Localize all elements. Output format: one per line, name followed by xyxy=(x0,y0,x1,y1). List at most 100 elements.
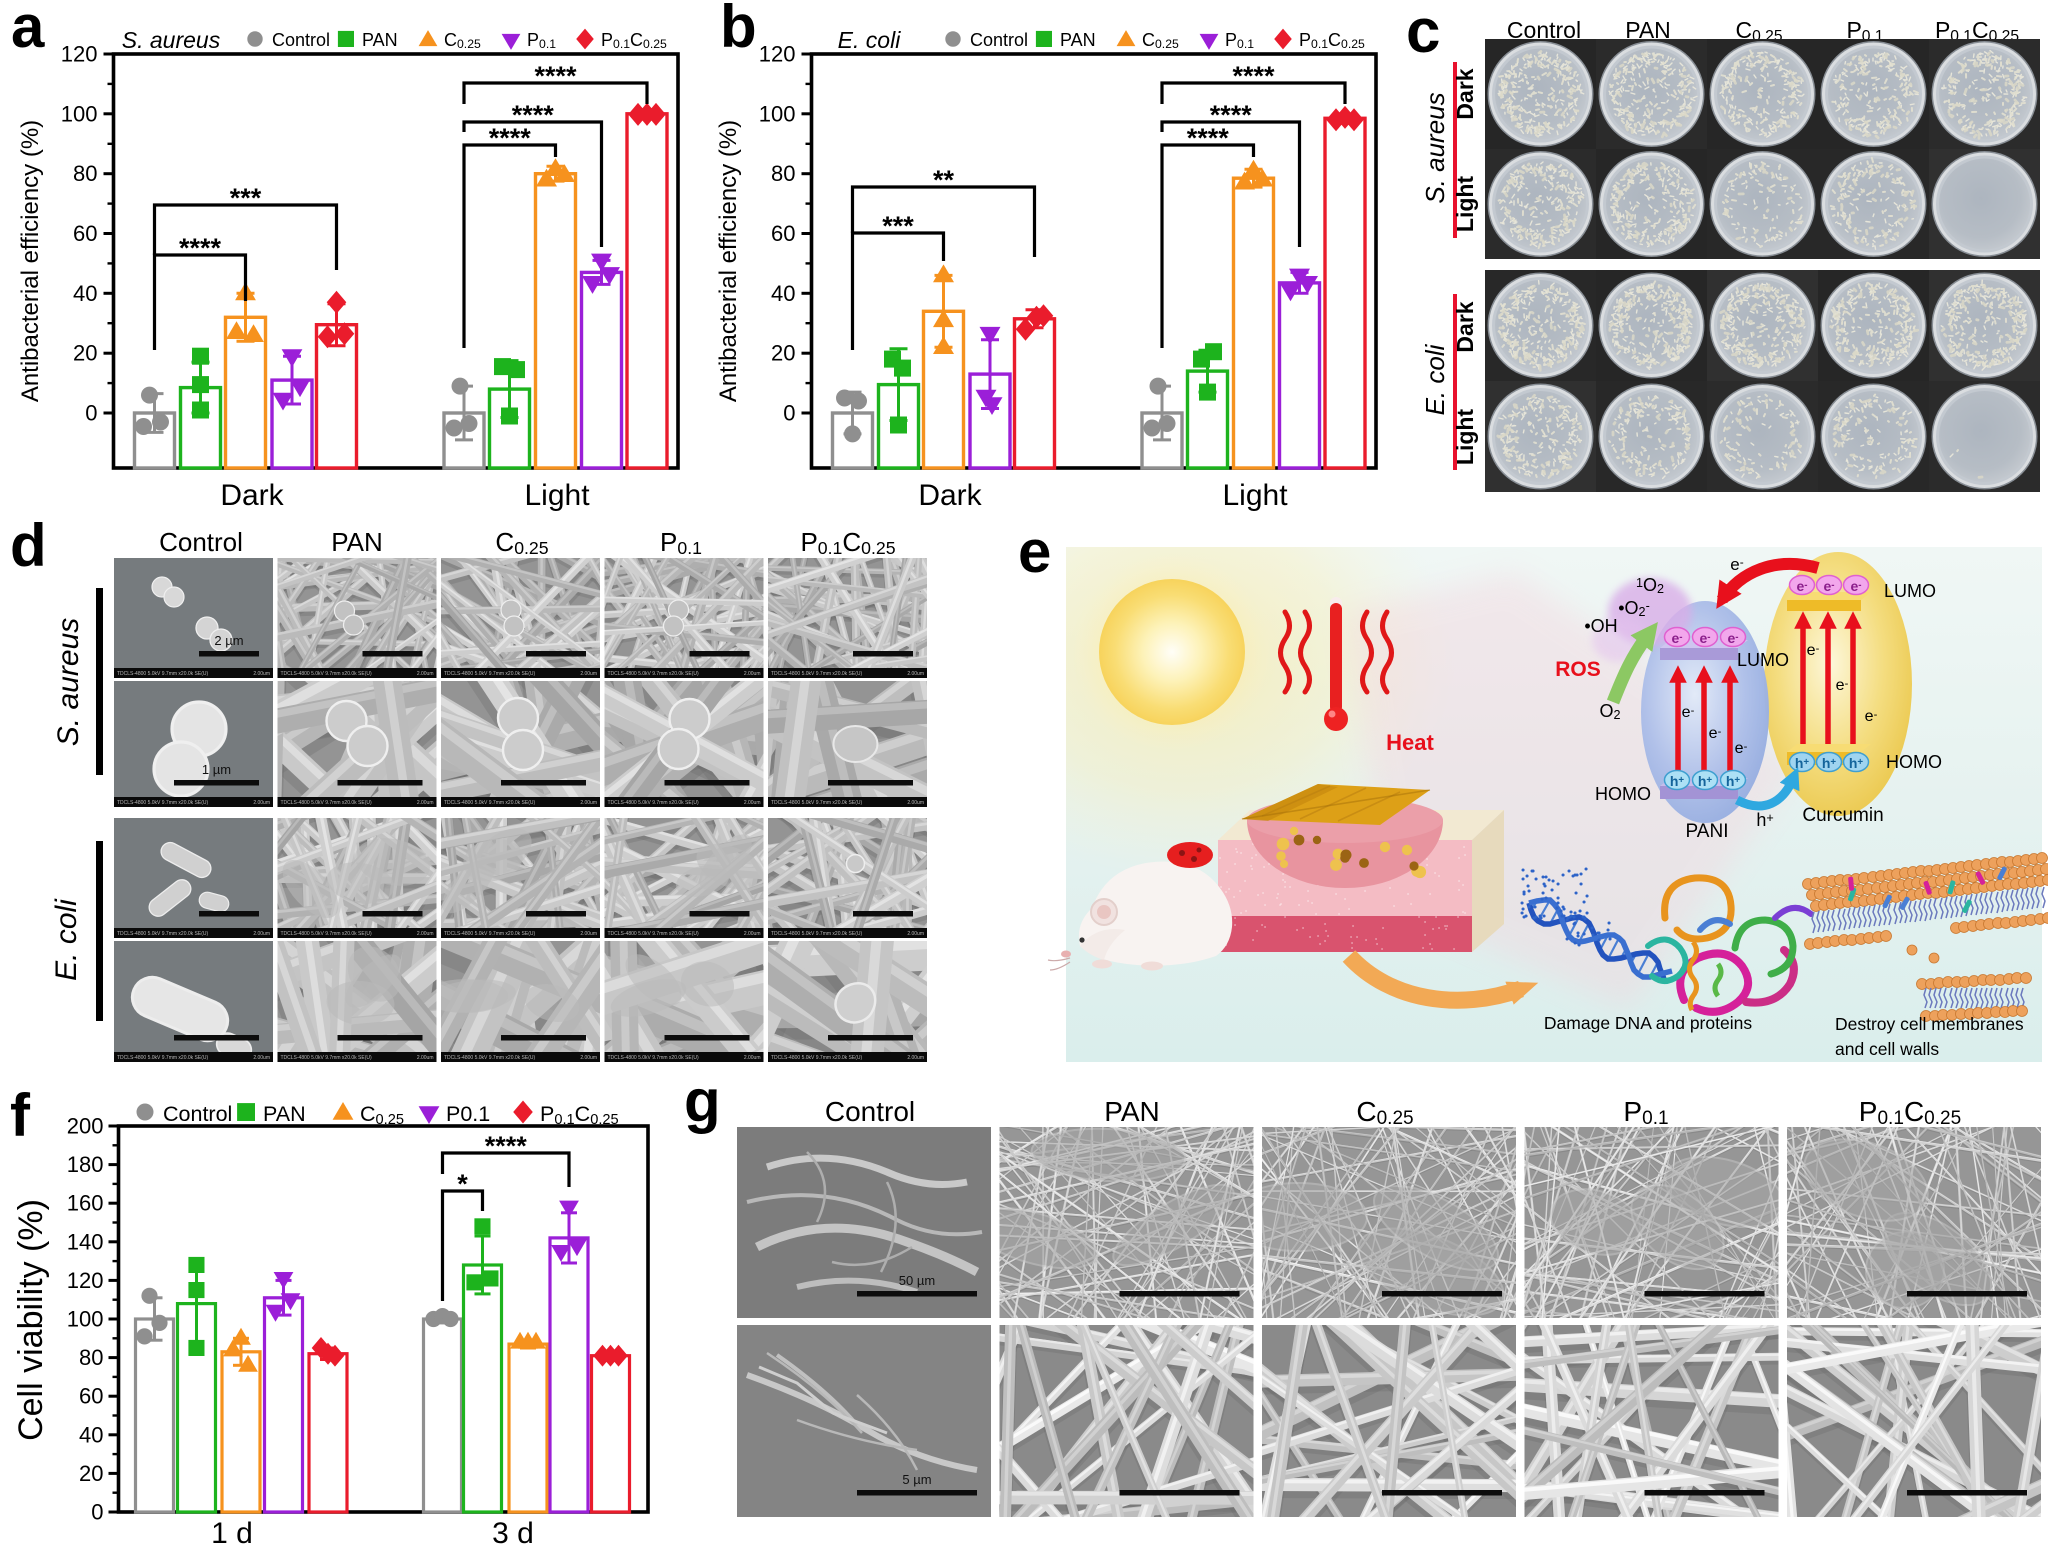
svg-text:160: 160 xyxy=(67,1191,104,1216)
svg-text:Dark: Dark xyxy=(918,479,982,512)
svg-text:C0.25: C0.25 xyxy=(1356,1096,1413,1129)
svg-text:Damage DNA and proteins: Damage DNA and proteins xyxy=(1544,1013,1752,1033)
svg-text:P0.1: P0.1 xyxy=(527,30,556,51)
svg-text:Control: Control xyxy=(272,30,330,50)
svg-text:****: **** xyxy=(1210,100,1253,130)
svg-text:P0.1: P0.1 xyxy=(660,527,702,558)
svg-text:3 d: 3 d xyxy=(492,1517,534,1548)
svg-text:2.00um: 2.00um xyxy=(253,1055,270,1061)
svg-text:****: **** xyxy=(512,100,555,130)
svg-text:****: **** xyxy=(179,233,222,263)
svg-text:2.00um: 2.00um xyxy=(907,1055,924,1061)
svg-text:Dark: Dark xyxy=(1452,301,1478,352)
svg-text:2.00um: 2.00um xyxy=(907,931,924,937)
svg-text:TDCLS-4800 5.0kV 9.7mm x20.0k: TDCLS-4800 5.0kV 9.7mm x20.0k SE(U) xyxy=(444,1055,535,1061)
svg-text:•OH: •OH xyxy=(1584,616,1617,636)
svg-text:Light: Light xyxy=(1222,479,1288,512)
svg-text:TDCLS-4800 5.0kV 9.7mm x20.0k: TDCLS-4800 5.0kV 9.7mm x20.0k SE(U) xyxy=(608,931,699,937)
svg-text:and cell walls: and cell walls xyxy=(1835,1039,1939,1059)
svg-text:1O2: 1O2 xyxy=(1636,575,1664,596)
svg-text:Curcumin: Curcumin xyxy=(1802,805,1883,826)
svg-text:c: c xyxy=(1406,0,1440,66)
svg-text:b: b xyxy=(720,0,757,60)
svg-text:C0.25: C0.25 xyxy=(495,527,548,558)
svg-text:2.00um: 2.00um xyxy=(744,671,761,677)
svg-text:200: 200 xyxy=(67,1114,104,1139)
svg-text:LUMO: LUMO xyxy=(1737,650,1789,670)
svg-text:Control: Control xyxy=(163,1102,232,1126)
svg-text:2.00um: 2.00um xyxy=(417,931,434,937)
svg-text:E. coli: E. coli xyxy=(838,27,902,53)
svg-text:Destroy cell membranes: Destroy cell membranes xyxy=(1835,1014,2024,1034)
svg-text:h+: h+ xyxy=(1756,810,1773,830)
svg-text:TDCLS-4800 5.0kV 9.7mm x20.0k: TDCLS-4800 5.0kV 9.7mm x20.0k SE(U) xyxy=(771,800,862,806)
svg-text:e-: e- xyxy=(1823,578,1834,594)
svg-text:2.00um: 2.00um xyxy=(580,1055,597,1061)
svg-text:2.00um: 2.00um xyxy=(253,931,270,937)
svg-text:h+: h+ xyxy=(1795,755,1810,771)
svg-text:120: 120 xyxy=(67,1268,104,1293)
svg-text:ROS: ROS xyxy=(1555,658,1601,681)
svg-text:S. aureus: S. aureus xyxy=(52,618,85,746)
svg-text:•O2-: •O2- xyxy=(1618,598,1650,619)
svg-text:Control: Control xyxy=(970,30,1028,50)
svg-text:Control: Control xyxy=(825,1096,915,1127)
svg-text:2.00um: 2.00um xyxy=(253,671,270,677)
svg-text:100: 100 xyxy=(61,101,98,126)
svg-text:e-: e- xyxy=(1850,578,1861,594)
svg-text:80: 80 xyxy=(73,161,97,186)
svg-text:HOMO: HOMO xyxy=(1886,752,1942,772)
svg-text:0: 0 xyxy=(91,1500,103,1525)
svg-text:e-: e- xyxy=(1730,555,1743,574)
svg-text:f: f xyxy=(10,1082,31,1149)
svg-text:2.00um: 2.00um xyxy=(417,1055,434,1061)
svg-text:2.00um: 2.00um xyxy=(580,671,597,677)
svg-text:e-: e- xyxy=(1699,630,1710,646)
svg-text:TDCLS-4800 5.0kV 9.7mm x20.0k: TDCLS-4800 5.0kV 9.7mm x20.0k SE(U) xyxy=(117,800,208,806)
svg-text:TDCLS-4800 5.0kV 9.7mm x20.0k: TDCLS-4800 5.0kV 9.7mm x20.0k SE(U) xyxy=(117,931,208,937)
svg-text:80: 80 xyxy=(771,161,795,186)
svg-text:****: **** xyxy=(489,123,532,153)
svg-text:Light: Light xyxy=(524,479,590,512)
svg-text:P0.1C0.25: P0.1C0.25 xyxy=(601,30,667,51)
svg-text:e-: e- xyxy=(1727,630,1738,646)
svg-text:Light: Light xyxy=(1452,409,1478,466)
svg-text:60: 60 xyxy=(771,221,795,246)
svg-text:*: * xyxy=(457,1169,468,1199)
svg-text:1 d: 1 d xyxy=(211,1517,253,1548)
svg-text:h+: h+ xyxy=(1698,773,1713,789)
svg-text:e: e xyxy=(1018,518,1051,585)
svg-text:Control: Control xyxy=(1507,17,1581,43)
svg-text:P0.1: P0.1 xyxy=(1623,1096,1668,1129)
svg-text:e-: e- xyxy=(1796,578,1807,594)
svg-text:2.00um: 2.00um xyxy=(253,800,270,806)
svg-text:20: 20 xyxy=(79,1461,103,1486)
svg-text:E. coli: E. coli xyxy=(50,898,83,981)
svg-text:TDCLS-4800 5.0kV 9.7mm x20.0k: TDCLS-4800 5.0kV 9.7mm x20.0k SE(U) xyxy=(281,1055,372,1061)
svg-text:h+: h+ xyxy=(1726,773,1741,789)
svg-text:***: *** xyxy=(230,183,262,213)
svg-text:**: ** xyxy=(933,165,955,195)
svg-text:e-: e- xyxy=(1671,630,1682,646)
svg-text:140: 140 xyxy=(67,1229,104,1254)
svg-text:Light: Light xyxy=(1452,176,1478,233)
svg-text:2.00um: 2.00um xyxy=(580,800,597,806)
svg-text:5 µm: 5 µm xyxy=(902,1472,931,1487)
svg-text:TDCLS-4800 5.0kV 9.7mm x20.0k: TDCLS-4800 5.0kV 9.7mm x20.0k SE(U) xyxy=(281,800,372,806)
svg-text:TDCLS-4800 5.0kV 9.7mm x20.0k: TDCLS-4800 5.0kV 9.7mm x20.0k SE(U) xyxy=(281,931,372,937)
svg-text:E. coli: E. coli xyxy=(1420,343,1450,415)
svg-text:2.00um: 2.00um xyxy=(417,800,434,806)
svg-text:20: 20 xyxy=(73,341,97,366)
svg-text:Cell viability (%): Cell viability (%) xyxy=(12,1199,50,1441)
svg-text:PAN: PAN xyxy=(1060,30,1096,50)
svg-text:****: **** xyxy=(534,61,577,91)
svg-text:****: **** xyxy=(1232,61,1275,91)
svg-text:a: a xyxy=(11,0,45,60)
svg-text:h+: h+ xyxy=(1849,755,1864,771)
svg-text:PAN: PAN xyxy=(362,30,398,50)
svg-text:100: 100 xyxy=(67,1307,104,1332)
svg-text:TDCLS-4800 5.0kV 9.7mm x20.0k: TDCLS-4800 5.0kV 9.7mm x20.0k SE(U) xyxy=(444,931,535,937)
svg-text:TDCLS-4800 5.0kV 9.7mm x20.0k: TDCLS-4800 5.0kV 9.7mm x20.0k SE(U) xyxy=(771,931,862,937)
svg-text:120: 120 xyxy=(759,42,796,67)
svg-text:***: *** xyxy=(882,211,914,241)
